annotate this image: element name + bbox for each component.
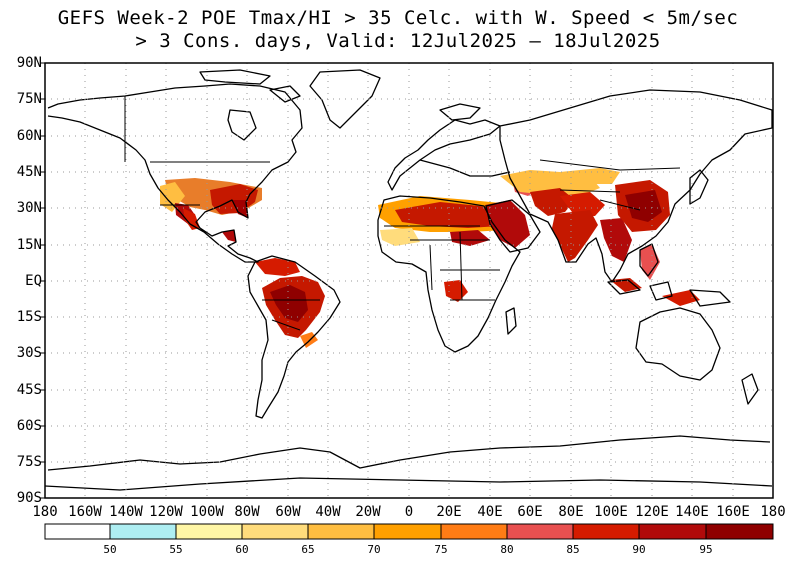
lon-label: 180	[760, 504, 786, 520]
coastlines	[45, 69, 773, 491]
lon-label: 160E	[716, 504, 750, 520]
colorbar-label: 50	[103, 543, 117, 556]
lon-label: 40E	[477, 504, 503, 520]
lat-label: 60S	[16, 418, 42, 434]
lat-label: 90N	[16, 55, 42, 71]
map-title-line-2: > 3 Cons. days, Valid: 12Jul2025 – 18Jul…	[135, 30, 661, 52]
lon-label: 40W	[315, 504, 341, 520]
lat-label: 75N	[16, 91, 42, 107]
colorbar-bin	[241, 523, 309, 540]
colorbar-bin	[175, 523, 243, 540]
lon-label: 180	[32, 504, 58, 520]
lon-label: 80E	[558, 504, 584, 520]
lat-label: 75S	[16, 454, 42, 470]
lat-label: 15N	[16, 237, 42, 253]
colorbar-label: 55	[169, 543, 183, 556]
colorbar-bin	[705, 523, 774, 540]
lon-label: 120E	[635, 504, 669, 520]
colorbar-label: 75	[434, 543, 448, 556]
axis-ticks	[40, 62, 45, 499]
lon-label: 100E	[594, 504, 628, 520]
lat-label: 90S	[16, 490, 42, 506]
colorbar-bin	[638, 523, 707, 540]
lat-label: 30S	[16, 345, 42, 361]
lon-label: 20E	[436, 504, 462, 520]
probability-shading	[160, 168, 700, 348]
lon-label: 80W	[234, 504, 260, 520]
colorbar-label: 95	[699, 543, 713, 556]
lat-label: 15S	[16, 309, 42, 325]
lon-label: 140E	[675, 504, 709, 520]
colorbar-label: 70	[367, 543, 381, 556]
lon-label: 140W	[109, 504, 143, 520]
colorbar-bin	[109, 523, 177, 540]
colorbar-bin	[307, 523, 375, 540]
lon-label: 0	[404, 504, 414, 520]
lat-label: EQ	[25, 273, 42, 289]
map-title-line-1: GEFS Week-2 POE Tmax/HI > 35 Celc. with …	[57, 7, 739, 29]
colorbar-bin	[373, 523, 442, 540]
colorbar-bin	[506, 523, 574, 540]
colorbar-bin	[440, 523, 508, 540]
lat-label: 45N	[16, 164, 42, 180]
graticule	[45, 63, 773, 498]
lon-label: 60E	[517, 504, 543, 520]
colorbar-label: 60	[235, 543, 249, 556]
colorbar-label: 80	[500, 543, 514, 556]
lon-label: 100W	[190, 504, 224, 520]
colorbar-bin	[572, 523, 640, 540]
lon-label: 120W	[149, 504, 183, 520]
lat-label: 45S	[16, 382, 42, 398]
colorbar-label: 85	[566, 543, 580, 556]
lon-label: 60W	[275, 504, 301, 520]
lat-label: 60N	[16, 128, 42, 144]
colorbar-label: 90	[632, 543, 646, 556]
lat-label: 30N	[16, 200, 42, 216]
colorbar-bin	[44, 523, 111, 540]
lon-label: 160W	[68, 504, 102, 520]
colorbar	[44, 523, 774, 540]
lon-label: 20W	[355, 504, 381, 520]
colorbar-label: 65	[301, 543, 315, 556]
